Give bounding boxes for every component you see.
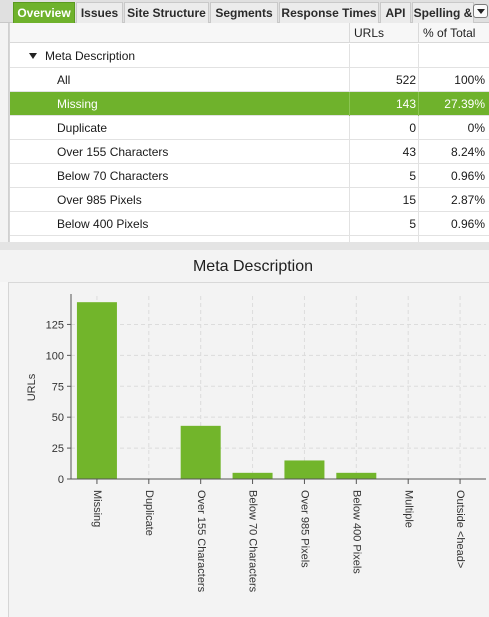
row-label: Below 70 Characters [57, 169, 169, 183]
y-tick-label: 75 [52, 381, 64, 393]
tab-response-times[interactable]: Response Times [279, 2, 379, 23]
table-row[interactable]: Over 985 Pixels 15 2.87% [10, 188, 489, 212]
column-header-urls[interactable]: URLs [349, 23, 418, 43]
x-tick-label: Missing [91, 490, 103, 527]
bar-3 [232, 472, 273, 479]
table-row[interactable]: Duplicate 0 0% [10, 116, 489, 140]
bar-0 [76, 302, 117, 479]
row-pct: 27.39% [444, 97, 485, 111]
left-panel-edge [0, 23, 9, 242]
table-row[interactable]: All 522 100% [10, 68, 489, 92]
x-tick-label: Duplicate [143, 490, 155, 536]
pane-splitter[interactable] [0, 242, 489, 250]
column-header-pct-total[interactable]: % of Total [418, 23, 489, 43]
left-panel-edge [0, 282, 9, 617]
x-tick-label: Below 70 Characters [247, 490, 259, 593]
row-urls: 0 [409, 121, 416, 135]
chart-title: Meta Description [192, 258, 314, 275]
bar-2 [180, 425, 221, 479]
tab-overview[interactable]: Overview [13, 2, 75, 23]
group-row-meta-description[interactable]: Meta Description [10, 44, 489, 68]
y-tick-label: 0 [58, 474, 64, 486]
row-pct: 8.24% [450, 145, 485, 159]
row-label: Over 985 Pixels [57, 193, 142, 207]
table-row[interactable]: Below 400 Pixels 5 0.96% [10, 212, 489, 236]
bar-chart: 0 25 50 75 100 125 Missing Duplicate Over 155 Ch… [26, 294, 486, 593]
tab-segments[interactable]: Segments [210, 2, 278, 23]
plot-area [71, 296, 486, 479]
y-axis-label: URLs [26, 373, 38, 401]
row-pct: 2.87% [450, 193, 485, 207]
bar-5 [336, 472, 377, 479]
x-tick-label: Outside <head> [454, 490, 466, 568]
tab-bar: Overview Issues Site Structure Segments … [0, 0, 489, 23]
y-tick-label: 50 [52, 412, 64, 424]
row-pct: 100% [454, 73, 485, 87]
row-label: Duplicate [57, 121, 108, 135]
y-tick-label: 100 [46, 350, 64, 362]
x-tick-label: Over 155 Characters [195, 490, 207, 593]
row-urls: 5 [409, 169, 416, 183]
table-row[interactable]: Over 155 Characters 43 8.24% [10, 140, 489, 164]
tab-site-structure[interactable]: Site Structure [124, 2, 209, 23]
row-label: All [57, 73, 71, 87]
x-tick-label: Below 400 Pixels [350, 490, 362, 574]
table-row-partial[interactable] [10, 236, 489, 242]
x-tick-label: Multiple [402, 490, 414, 528]
row-pct: 0.96% [450, 169, 485, 183]
x-tick-label: Over 985 Pixels [299, 490, 311, 568]
row-label: Missing [57, 97, 98, 111]
table-row-selected[interactable]: Missing 143 27.39% [10, 92, 489, 116]
row-urls: 143 [395, 97, 416, 111]
row-pct: 0.96% [450, 217, 485, 231]
tab-api[interactable]: API [380, 2, 411, 23]
tab-issues[interactable]: Issues [76, 2, 123, 23]
expand-triangle-icon[interactable] [29, 53, 37, 59]
tab-spelling[interactable]: Spelling & [412, 2, 474, 23]
overview-table: URLs % of Total Meta Description All 522… [9, 23, 489, 242]
row-label: Over 155 Characters [57, 145, 169, 159]
row-urls: 15 [402, 193, 416, 207]
row-urls: 5 [409, 217, 416, 231]
y-tick-label: 125 [46, 319, 64, 331]
row-urls: 522 [395, 73, 416, 87]
group-label: Meta Description [45, 49, 136, 63]
bar-4 [284, 460, 325, 479]
table-row[interactable]: Below 70 Characters 5 0.96% [10, 164, 489, 188]
chart-frame: 0 25 50 75 100 125 Missing Duplicate Over 155 Ch… [9, 282, 489, 614]
tab-overflow-dropdown-icon[interactable] [473, 4, 488, 18]
table-header: URLs % of Total [10, 23, 489, 43]
row-urls: 43 [402, 145, 416, 159]
row-pct: 0% [467, 121, 485, 135]
row-label: Below 400 Pixels [57, 217, 149, 231]
y-tick-label: 25 [52, 443, 64, 455]
